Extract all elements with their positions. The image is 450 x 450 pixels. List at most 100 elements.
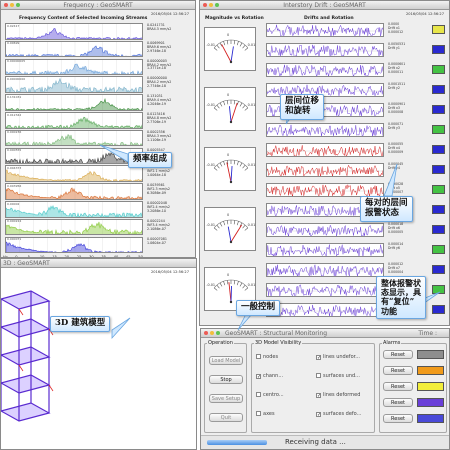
alarm-reset-button[interactable]: Reset bbox=[383, 414, 413, 423]
callout-model: 3D 建筑模型 bbox=[50, 316, 111, 332]
zoom-button-icon[interactable] bbox=[215, 3, 219, 7]
window-controls[interactable] bbox=[204, 331, 220, 335]
window-controls[interactable] bbox=[4, 3, 20, 7]
visibility-checkbox[interactable]: surfaces und... bbox=[316, 373, 360, 379]
zoom-button-icon[interactable] bbox=[216, 331, 220, 335]
building-3d-model[interactable] bbox=[1, 279, 61, 449]
alarm-reset-button[interactable]: Reset bbox=[383, 366, 413, 375]
alarm-reset-button[interactable]: Reset bbox=[383, 350, 413, 359]
checkbox-icon[interactable] bbox=[256, 392, 261, 397]
checkbox-icon[interactable]: ✓ bbox=[316, 393, 322, 399]
gauge-tick-label: 0.01 bbox=[247, 102, 256, 107]
frequency-peak-value: 0.003956 bbox=[7, 183, 22, 188]
window-controls[interactable] bbox=[203, 3, 219, 7]
gauge-tick-label: 0 bbox=[227, 93, 230, 97]
gauge-tick-label: 0.01 bbox=[247, 42, 256, 47]
drift-row-label: 0.000071 Drift y3 bbox=[388, 122, 404, 130]
close-button-icon[interactable] bbox=[204, 331, 208, 335]
checkbox-icon[interactable] bbox=[256, 354, 261, 359]
frequency-channel-label: 0.0123416 BRA4.8 mm/s2 2.7706e-19 bbox=[147, 112, 172, 124]
operation-group: Operation Load Model Stop Save Setup Qui… bbox=[204, 340, 247, 433]
drift-row-label: 0.000014 Drift y6 bbox=[388, 242, 404, 250]
rotation-gauge: -0.01 0 0.01 bbox=[204, 87, 256, 131]
frequency-x-tick: Hz bbox=[3, 255, 8, 258]
visibility-checkbox[interactable]: ✓ chann... bbox=[256, 373, 284, 380]
visibility-checkbox[interactable]: ✓ lines deformed bbox=[316, 392, 360, 399]
frequency-channel-label: 0.00000005 BRA4.2 mm/s2 1.3771e-18 bbox=[147, 58, 172, 71]
drift-plot bbox=[266, 243, 384, 257]
frequency-peak-value: 0.000555 bbox=[7, 148, 22, 153]
checkbox-icon[interactable]: ✓ bbox=[316, 355, 322, 361]
checkbox-icon[interactable] bbox=[316, 373, 321, 378]
visibility-checkbox-label: nodes bbox=[263, 354, 279, 360]
callout-frequency: 频率组成 bbox=[128, 152, 173, 168]
story-alarm-indicator bbox=[432, 125, 445, 134]
drift-plot bbox=[266, 183, 384, 197]
control-window-titlebar[interactable]: GeoSMART : Structural Monitoring Time : bbox=[201, 329, 449, 338]
minimize-button-icon[interactable] bbox=[210, 331, 214, 335]
drift-row-label: 0.000028 Drift x5 0.000007 bbox=[388, 182, 404, 194]
minimize-button-icon[interactable] bbox=[10, 3, 14, 7]
frequency-channel-label: 0.00007081 1.0604e-07 bbox=[147, 236, 167, 245]
visibility-checkbox-label: surfaces und... bbox=[323, 373, 360, 379]
quit-button[interactable]: Quit bbox=[209, 413, 243, 422]
gauge-tick-label: -0.01 bbox=[206, 102, 216, 107]
story-alarm-indicator bbox=[432, 265, 445, 274]
frequency-plot bbox=[5, 183, 143, 200]
model-window: 3D : GeoSMART 2016/05/04 12:56:27 bbox=[0, 258, 197, 450]
control-window: GeoSMART : Structural Monitoring Time : … bbox=[200, 328, 450, 450]
minimize-button-icon[interactable] bbox=[209, 3, 213, 7]
rotation-gauge: -0.01 0 0.01 bbox=[204, 27, 256, 71]
frequency-peak-value: 0.00000005 bbox=[7, 59, 26, 64]
stop-button[interactable]: Stop bbox=[209, 375, 243, 384]
drift-row-label: 0.000018 Drift x6 0.000005 bbox=[388, 222, 404, 234]
visibility-checkbox-label: chann... bbox=[263, 373, 284, 379]
frequency-peak-value: 0.012342 bbox=[7, 112, 22, 117]
frequency-panel-header: Frequency Content of Selected Incoming S… bbox=[19, 16, 148, 21]
frequency-peak-value: 0.00002 bbox=[7, 201, 20, 206]
close-button-icon[interactable] bbox=[4, 3, 8, 7]
gauge-tick-label: -0.01 bbox=[206, 162, 216, 167]
model-window-titlebar[interactable]: 3D : GeoSMART bbox=[1, 259, 196, 268]
checkbox-icon[interactable] bbox=[256, 411, 261, 416]
operation-group-title: Operation bbox=[207, 340, 234, 346]
story-alarm-indicator bbox=[432, 65, 445, 74]
frequency-x-tick: 50 bbox=[138, 255, 143, 258]
frequency-timestamp: 2016/05/04 12:56:27 bbox=[151, 12, 189, 16]
alarms-group-title: Alarms bbox=[382, 340, 402, 346]
frequency-x-tick: 15 bbox=[52, 255, 57, 258]
gauge-tick-label: 0 bbox=[227, 213, 230, 217]
story-alarm-indicator bbox=[432, 105, 445, 114]
close-button-icon[interactable] bbox=[203, 3, 207, 7]
story-alarm-indicator bbox=[432, 185, 445, 194]
visibility-checkbox[interactable]: ✓ surfaces defo... bbox=[316, 411, 361, 418]
drift-window-titlebar[interactable]: Interstory Drift : GeoSMART bbox=[200, 1, 449, 10]
load-model-button[interactable]: Load Model bbox=[209, 356, 243, 365]
alarm-reset-button[interactable]: Reset bbox=[383, 382, 413, 391]
checkbox-icon[interactable]: ✓ bbox=[256, 374, 262, 380]
checkbox-icon[interactable]: ✓ bbox=[316, 412, 322, 418]
zoom-button-icon[interactable] bbox=[16, 3, 20, 7]
frequency-channel-label: 0.131031 BRA9.4 mm/s2 4.2046e-19 bbox=[147, 94, 172, 106]
frequency-plot bbox=[5, 147, 143, 165]
rotation-header: Magnitude vs Rotation bbox=[205, 16, 264, 21]
rotation-gauge: -0.01 0 0.01 bbox=[204, 207, 256, 251]
save-setup-button[interactable]: Save Setup bbox=[209, 394, 243, 403]
drift-plot bbox=[266, 163, 384, 177]
visibility-checkbox[interactable]: nodes bbox=[256, 354, 278, 360]
visibility-checkbox[interactable]: ✓ lines undefor... bbox=[316, 354, 360, 361]
frequency-x-tick: 20 bbox=[64, 255, 70, 258]
global-alarm-indicator bbox=[417, 382, 444, 391]
frequency-window-titlebar[interactable]: Frequency : GeoSMART bbox=[1, 1, 195, 10]
drift-plot bbox=[266, 63, 384, 77]
alarm-reset-button[interactable]: Reset bbox=[383, 398, 413, 407]
global-alarm-indicator bbox=[417, 350, 444, 359]
visibility-checkbox[interactable]: axes bbox=[256, 411, 275, 417]
drift-row-label: 0.000045 Drift y4 bbox=[388, 162, 404, 170]
visibility-checkbox[interactable]: centro... bbox=[256, 392, 284, 398]
drift-window-title: Interstory Drift : GeoSMART bbox=[283, 2, 366, 9]
story-alarm-indicator bbox=[432, 25, 445, 34]
story-alarm-indicator bbox=[432, 285, 445, 294]
frequency-channel-label: 0.0241731 BRA4.5 mm/s2 bbox=[147, 23, 172, 31]
gauge-tick-label: 0 bbox=[227, 153, 230, 157]
